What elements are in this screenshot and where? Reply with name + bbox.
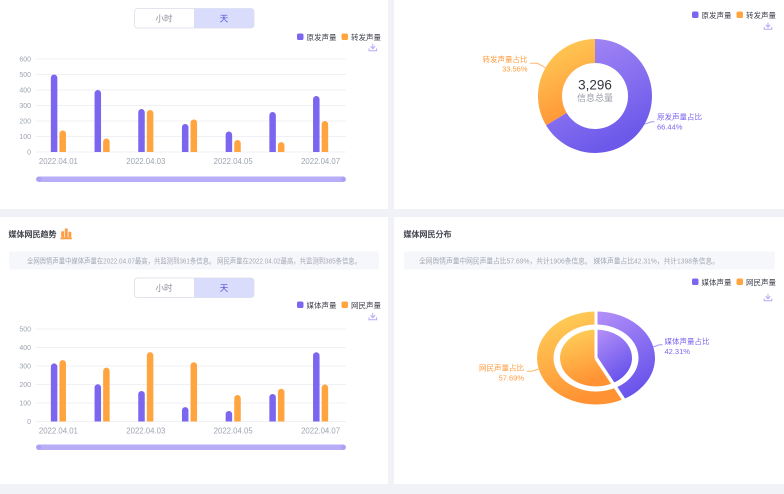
svg-text:33.56%: 33.56% xyxy=(502,65,528,74)
svg-text:小时: 小时 xyxy=(155,283,173,293)
svg-text:2022.04.03: 2022.04.03 xyxy=(126,157,165,166)
svg-text:200: 200 xyxy=(19,382,31,389)
svg-text:媒体网民分布: 媒体网民分布 xyxy=(403,229,452,239)
svg-text:2022.04.05: 2022.04.05 xyxy=(214,427,254,436)
svg-text:媒体声量: 媒体声量 xyxy=(702,277,732,287)
svg-text:天: 天 xyxy=(220,283,229,293)
svg-text:2022.04.01: 2022.04.01 xyxy=(39,157,78,166)
svg-text:小时: 小时 xyxy=(155,14,173,24)
svg-text:400: 400 xyxy=(19,88,31,95)
svg-text:300: 300 xyxy=(19,364,31,371)
svg-text:300: 300 xyxy=(19,103,31,110)
svg-text:转发声量: 转发声量 xyxy=(351,32,381,42)
svg-text:2022.04.01: 2022.04.01 xyxy=(39,427,78,436)
svg-text:0: 0 xyxy=(27,150,31,157)
svg-text:2022.04.05: 2022.04.05 xyxy=(214,157,254,166)
svg-text:原发声量: 原发声量 xyxy=(702,10,732,20)
svg-text:转发声量占比: 转发声量占比 xyxy=(483,54,528,64)
svg-text:网民声量: 网民声量 xyxy=(746,277,776,287)
svg-text:2022.04.07: 2022.04.07 xyxy=(301,157,340,166)
svg-text:500: 500 xyxy=(19,72,31,79)
svg-text:网民声量占比: 网民声量占比 xyxy=(479,363,524,373)
svg-text:0: 0 xyxy=(27,419,31,426)
svg-text:600: 600 xyxy=(19,57,31,64)
svg-text:400: 400 xyxy=(19,345,31,352)
svg-text:媒体网民趋势: 媒体网民趋势 xyxy=(8,229,57,239)
svg-text:500: 500 xyxy=(19,327,31,334)
svg-text:200: 200 xyxy=(19,119,31,126)
svg-text:全网舆情声量中媒体声量在2022.04.07最高，共监测到3: 全网舆情声量中媒体声量在2022.04.07最高，共监测到361条信息。 网民声… xyxy=(27,256,361,266)
svg-text:原发声量占比: 原发声量占比 xyxy=(657,112,702,122)
svg-text:2022.04.03: 2022.04.03 xyxy=(126,427,165,436)
svg-text:2022.04.07: 2022.04.07 xyxy=(301,427,340,436)
svg-text:天: 天 xyxy=(220,14,229,24)
svg-text:网民声量: 网民声量 xyxy=(351,300,381,310)
svg-text:57.69%: 57.69% xyxy=(499,374,525,383)
svg-text:42.31%: 42.31% xyxy=(665,347,691,356)
svg-text:3,296: 3,296 xyxy=(578,78,612,93)
svg-text:媒体声量占比: 媒体声量占比 xyxy=(665,336,710,346)
svg-text:信息总量: 信息总量 xyxy=(577,92,613,103)
svg-text:66.44%: 66.44% xyxy=(657,123,683,132)
svg-text:全网舆情声量中网民声量占比57.69%，共计1906条信息。: 全网舆情声量中网民声量占比57.69%，共计1906条信息。 媒体声量占比42.… xyxy=(419,256,719,266)
svg-text:原发声量: 原发声量 xyxy=(307,32,337,42)
svg-text:100: 100 xyxy=(19,401,31,408)
svg-text:转发声量: 转发声量 xyxy=(746,10,776,20)
svg-text:媒体声量: 媒体声量 xyxy=(307,300,337,310)
svg-text:100: 100 xyxy=(19,134,31,141)
